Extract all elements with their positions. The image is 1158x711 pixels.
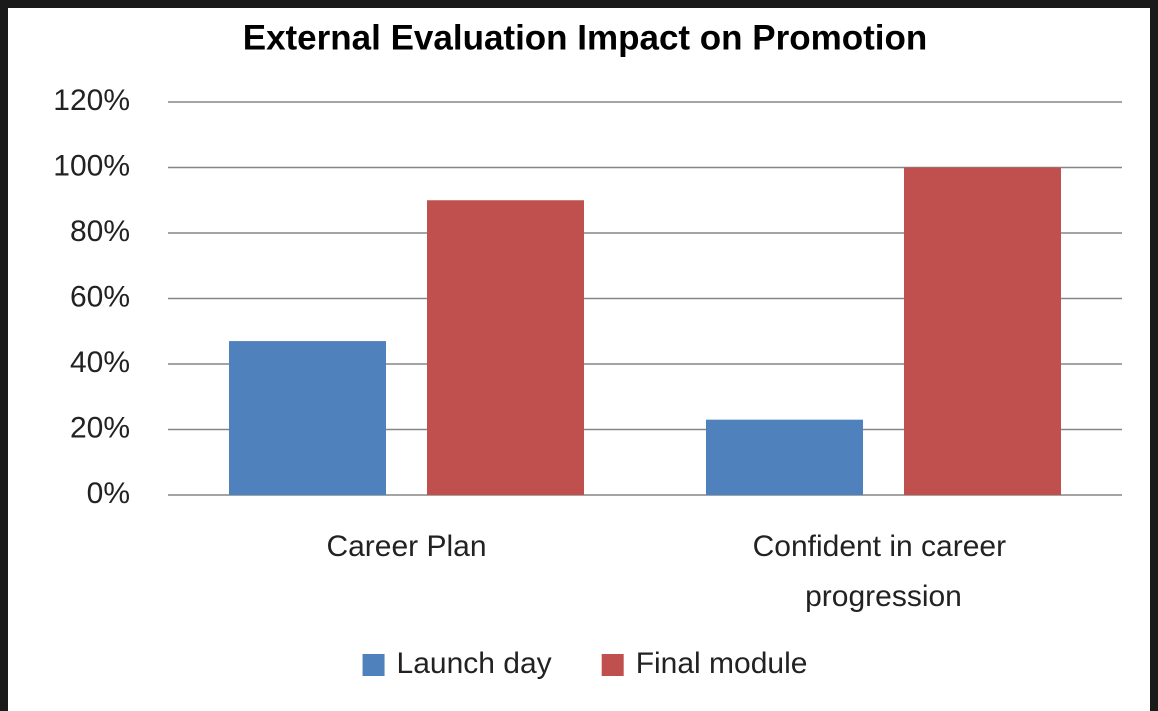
y-tick-label: 120% — [53, 84, 130, 117]
bar — [904, 167, 1061, 495]
y-tick-label: 100% — [53, 149, 130, 182]
y-tick-label: 0% — [87, 477, 130, 510]
legend-swatch — [601, 654, 624, 676]
y-tick-label: 60% — [70, 280, 130, 313]
y-tick-label: 80% — [70, 215, 130, 248]
bar — [427, 200, 584, 495]
chart-title: External Evaluation Impact on Promotion — [243, 18, 928, 57]
x-tick-label-line: Confident in career — [753, 530, 1015, 563]
bar — [229, 341, 386, 495]
x-tick-label: Career Plan — [326, 530, 486, 563]
y-tick-label: 40% — [70, 346, 130, 379]
legend-label: Launch day — [397, 647, 552, 680]
y-tick-label: 20% — [70, 411, 130, 444]
legend-swatch — [362, 654, 385, 676]
x-tick-label-line: progression — [805, 580, 962, 613]
x-tick-label: Confident in career progression — [753, 530, 1015, 613]
bar — [706, 419, 863, 495]
legend-label: Final module — [636, 647, 808, 680]
